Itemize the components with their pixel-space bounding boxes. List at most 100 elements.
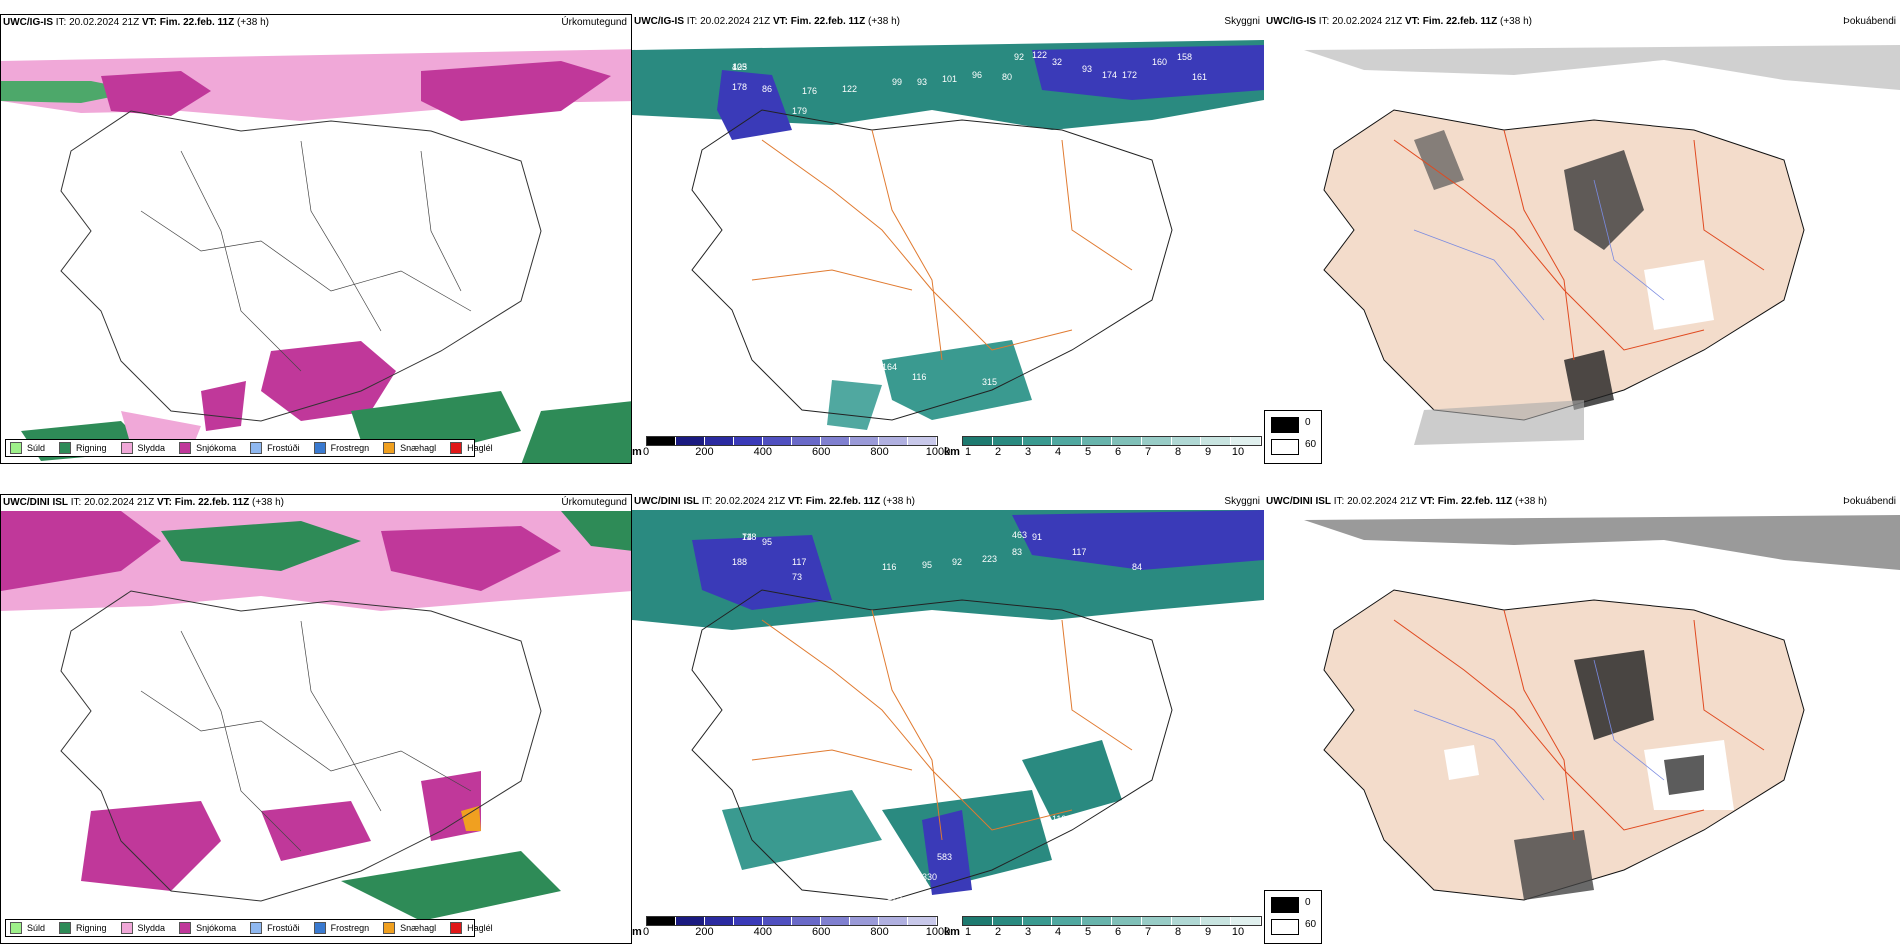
it-value: 20.02.2024 21Z [84, 497, 155, 508]
lead-time: (+38 h) [868, 16, 900, 27]
cloudbase-label: 96 [972, 70, 982, 80]
tick-label: 7 [1144, 446, 1152, 458]
cloudbase-colorbar-swatches [646, 436, 938, 446]
precip-legend: Súld Rigning Slydda Snjókoma Frostúði Fr… [5, 919, 493, 937]
visibility-colorbar: 1 2 3 4 5 6 7 8 9 10 km [944, 916, 1262, 940]
fog-map [1264, 510, 1900, 930]
tick-label: 6 [1114, 446, 1122, 458]
tick-label: 400 [753, 446, 772, 458]
vt-value: Fim. 22.feb. 11Z [174, 497, 250, 508]
legend-item-snjokoma: Snjókoma [179, 442, 236, 454]
fog-legend: 0 60 [1264, 890, 1322, 944]
tick-label: 1 [964, 446, 972, 458]
tick-label: 3 [1024, 926, 1032, 938]
visibility-colorbar: 1 2 3 4 5 6 7 8 9 10 km [944, 436, 1262, 460]
fog-legend-value: 0 [1305, 897, 1311, 908]
legend-item-sudld: Súld [10, 442, 45, 454]
cloudbase-label: 91 [1032, 532, 1042, 542]
cloudbase-label: 174 [1102, 70, 1117, 80]
visibility-panel-row2: UWC/DINI ISL IT: 20.02.2024 21Z VT: Fim.… [632, 494, 1264, 944]
colorbar-unit: m [632, 926, 642, 938]
cloudbase-label: 32 [1052, 57, 1062, 67]
cloudbase-label: 315 [982, 377, 997, 387]
model-name: UWC/IG-IS [634, 16, 684, 27]
cloudbase-label: 117 [792, 557, 806, 567]
cloudbase-label: 176 [802, 86, 817, 96]
panel-header: UWC/DINI ISL IT: 20.02.2024 21Z VT: Fim.… [632, 494, 1264, 510]
cloudbase-label: 92 [952, 557, 962, 567]
vt-value: Fim. 22.feb. 11Z [159, 17, 235, 28]
cloudbase-label: 330 [922, 872, 937, 882]
cloudbase-label: 160 [1152, 57, 1167, 67]
vt-label: VT: [787, 496, 803, 507]
fog-legend-value: 0 [1305, 417, 1311, 428]
cloudbase-label: 74 [742, 532, 752, 542]
it-label: IT: [686, 16, 698, 27]
vt-value: Fim. 22.feb. 11Z [1422, 16, 1498, 27]
cloudbase-label: 80 [1002, 72, 1012, 82]
precip-panel-row1: UWC/IG-IS IT: 20.02.2024 21Z VT: Fim. 22… [0, 14, 632, 464]
cloudbase-label: 425 [732, 62, 747, 72]
tick-label: 200 [695, 926, 714, 938]
tick-label: 8 [1174, 926, 1182, 938]
legend-item-haglel: Haglél [450, 442, 493, 454]
vt-label: VT: [141, 17, 157, 28]
precip-legend: Súld Rigning Slydda Snjókoma Frostúði Fr… [5, 439, 493, 457]
legend-item-snaehagl: Snæhagl [383, 442, 436, 454]
cloudbase-label: 99 [892, 77, 902, 87]
tick-label: 10 [1231, 446, 1245, 458]
vt-label: VT: [1419, 496, 1435, 507]
cloudbase-label: 116 [882, 562, 896, 572]
visibility-colorbar-swatches [962, 916, 1262, 926]
panel-title: Þokuábendi [1843, 496, 1896, 507]
vt-value: Fim. 22.feb. 11Z [1437, 496, 1513, 507]
cloudbase-label: 103 [732, 62, 747, 72]
cloudbase-label: 178 [732, 82, 747, 92]
cloudbase-label: 119 [1052, 814, 1066, 824]
cloudbase-label: 93 [1082, 64, 1092, 74]
cloudbase-label: 164 [882, 362, 897, 372]
it-value: 20.02.2024 21Z [700, 16, 771, 27]
visibility-map: 118 95 188 117 73 116 95 92 223 463 91 83 117 84 119 58… [632, 510, 1264, 930]
cloudbase-label: 86 [762, 84, 772, 94]
lead-time: (+38 h) [883, 496, 915, 507]
cloudbase-label: 83 [1012, 547, 1022, 557]
cloudbase-label: 101 [942, 74, 957, 84]
cloudbase-label: 93 [917, 77, 927, 87]
colorbar-unit: km [944, 926, 960, 938]
legend-item-rigning: Rigning [59, 442, 107, 454]
tick-label: 1 [964, 926, 972, 938]
legend-item-frostregn: Frostregn [313, 442, 369, 454]
vt-value: Fim. 22.feb. 11Z [790, 16, 866, 27]
cloudbase-colorbar-swatches [646, 916, 938, 926]
model-name: UWC/DINI ISL [634, 496, 699, 507]
tick-label: 0 [642, 926, 650, 938]
lead-time: (+38 h) [252, 497, 284, 508]
panel-title: Úrkomutegund [561, 497, 627, 508]
panel-title: Þokuábendi [1843, 16, 1896, 27]
tick-label: 1000 [925, 446, 951, 458]
it-label: IT: [55, 17, 67, 28]
colorbar-unit: m [632, 446, 642, 458]
cloudbase-label: 188 [732, 557, 747, 567]
tick-label: 5 [1084, 926, 1092, 938]
legend-item-frostudi: Frostúði [250, 442, 300, 454]
tick-label: 4 [1054, 926, 1062, 938]
model-name: UWC/DINI ISL [3, 497, 68, 508]
cloudbase-label: 92 [1014, 52, 1024, 62]
tick-label: 800 [870, 446, 889, 458]
cloudbase-label: 463 [1012, 530, 1027, 540]
tick-label: 600 [812, 446, 831, 458]
fog-panel-row2: UWC/DINI ISL IT: 20.02.2024 21Z VT: Fim.… [1264, 494, 1900, 944]
panel-title: Skyggni [1224, 16, 1260, 27]
it-label: IT: [701, 496, 713, 507]
cloudbase-label: 42 [962, 894, 972, 904]
it-label: IT: [1318, 16, 1330, 27]
cloudbase-label: 223 [982, 554, 997, 564]
cloudbase-label: 161 [1192, 72, 1207, 82]
tick-label: 200 [695, 446, 714, 458]
lead-time: (+38 h) [237, 17, 269, 28]
legend-item-snjokoma: Snjókoma [179, 922, 236, 934]
panel-header: UWC/DINI ISL IT: 20.02.2024 21Z VT: Fim.… [1264, 494, 1900, 510]
